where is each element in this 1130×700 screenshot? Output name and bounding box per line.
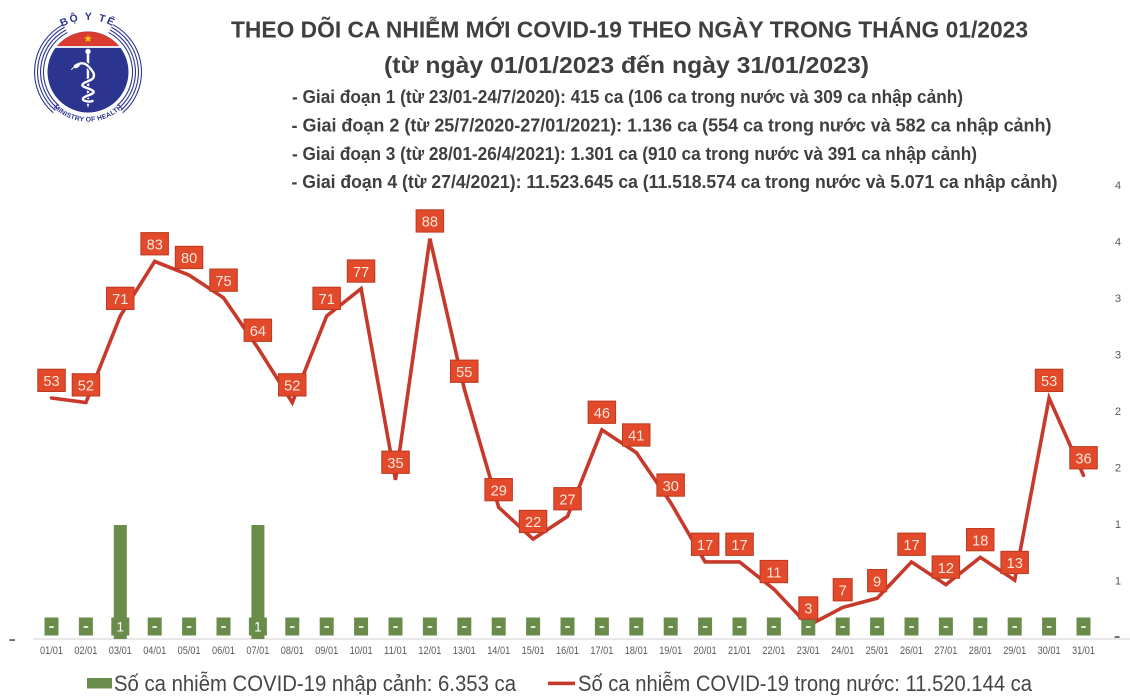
svg-text:1: 1: [254, 619, 262, 634]
svg-text:35: 35: [387, 456, 403, 472]
svg-text:3: 3: [1115, 293, 1121, 305]
svg-text:55: 55: [456, 365, 472, 381]
svg-text:77: 77: [353, 265, 369, 281]
svg-text:19/01: 19/01: [659, 645, 682, 657]
svg-text:22: 22: [525, 515, 541, 531]
svg-text:53: 53: [43, 374, 59, 390]
svg-text:15/01: 15/01: [522, 645, 545, 657]
svg-text:36: 36: [1075, 452, 1091, 468]
svg-text:18: 18: [972, 533, 988, 549]
svg-text:12: 12: [938, 561, 954, 577]
svg-text:30/01: 30/01: [1038, 645, 1061, 657]
svg-text:52: 52: [284, 379, 300, 395]
svg-text:02/01: 02/01: [74, 645, 97, 657]
svg-text:Số ca nhiễm COVID-19 trong nướ: Số ca nhiễm COVID-19 trong nước: 11.520.…: [578, 671, 1033, 695]
svg-text:25/01: 25/01: [866, 645, 889, 657]
svg-text:06/01: 06/01: [212, 645, 235, 657]
svg-text:64: 64: [250, 324, 266, 340]
svg-text:24/01: 24/01: [831, 645, 854, 657]
svg-text:9: 9: [873, 574, 881, 590]
svg-text:05/01: 05/01: [178, 645, 201, 657]
svg-text:3: 3: [804, 602, 812, 618]
svg-text:13: 13: [1007, 556, 1023, 572]
svg-text:3: 3: [1115, 350, 1121, 362]
svg-text:46: 46: [594, 406, 610, 422]
svg-text:03/01: 03/01: [109, 645, 132, 657]
svg-text:7: 7: [839, 584, 847, 600]
svg-text:1: 1: [117, 619, 125, 634]
svg-text:10/01: 10/01: [350, 645, 373, 657]
svg-text:21/01: 21/01: [728, 645, 751, 657]
svg-text:29: 29: [491, 483, 507, 499]
svg-text:1: 1: [1115, 519, 1121, 531]
svg-text:22/01: 22/01: [762, 645, 785, 657]
svg-text:11/01: 11/01: [384, 645, 407, 657]
svg-text:29/01: 29/01: [1003, 645, 1026, 657]
svg-text:4: 4: [1115, 237, 1121, 249]
svg-text:80: 80: [181, 251, 197, 267]
svg-text:01/01: 01/01: [40, 645, 63, 657]
svg-text:18/01: 18/01: [625, 645, 648, 657]
svg-text:30: 30: [663, 479, 679, 495]
svg-text:26/01: 26/01: [900, 645, 923, 657]
svg-text:08/01: 08/01: [281, 645, 304, 657]
svg-text:16/01: 16/01: [556, 645, 579, 657]
svg-text:31/01: 31/01: [1072, 645, 1095, 657]
svg-text:Số ca nhiễm COVID-19 nhập cảnh: Số ca nhiễm COVID-19 nhập cảnh: 6.353 ca: [114, 671, 517, 695]
svg-text:2: 2: [1115, 463, 1121, 475]
svg-text:4: 4: [1115, 180, 1121, 192]
svg-text:23/01: 23/01: [797, 645, 820, 657]
svg-text:52: 52: [78, 379, 94, 395]
svg-text:17: 17: [903, 538, 919, 554]
svg-text:17: 17: [731, 538, 747, 554]
svg-text:17/01: 17/01: [590, 645, 613, 657]
svg-text:17: 17: [697, 538, 713, 554]
svg-text:09/01: 09/01: [315, 645, 338, 657]
svg-text:28/01: 28/01: [969, 645, 992, 657]
svg-text:27/01: 27/01: [934, 645, 957, 657]
svg-text:71: 71: [319, 292, 335, 308]
svg-text:88: 88: [422, 215, 438, 231]
svg-text:- Giai đoạn 1 (từ 23/01-24/7/2: - Giai đoạn 1 (từ 23/01-24/7/2020): 415 …: [292, 87, 963, 107]
svg-text:71: 71: [112, 292, 128, 308]
svg-text:- Giai đoạn 4 (từ 27/4/2021):: - Giai đoạn 4 (từ 27/4/2021): 11.523.645…: [292, 172, 1058, 192]
svg-text:1: 1: [1115, 576, 1121, 588]
svg-text:75: 75: [215, 274, 231, 290]
svg-text:53: 53: [1041, 374, 1057, 390]
svg-text:27: 27: [559, 493, 575, 509]
svg-text:11: 11: [766, 565, 781, 581]
svg-text:14/01: 14/01: [487, 645, 510, 657]
svg-text:12/01: 12/01: [418, 645, 441, 657]
svg-text:20/01: 20/01: [694, 645, 717, 657]
svg-text:- Giai đoạn 3 (từ 28/01-26/4/2: - Giai đoạn 3 (từ 28/01-26/4/2021): 1.30…: [292, 144, 977, 164]
svg-text:THEO DÕI CA NHIỄM MỚI COVID-19: THEO DÕI CA NHIỄM MỚI COVID-19 THEO NGÀY…: [231, 15, 1028, 43]
svg-text:BỘ Y TẾ: BỘ Y TẾ: [58, 11, 118, 30]
svg-text:(từ ngày 01/01/2023 đến ngày 3: (từ ngày 01/01/2023 đến ngày 31/01/2023): [384, 52, 869, 78]
svg-text:41: 41: [628, 429, 644, 445]
svg-text:07/01: 07/01: [246, 645, 269, 657]
svg-text:2: 2: [1115, 406, 1121, 418]
svg-text:13/01: 13/01: [453, 645, 476, 657]
svg-text:04/01: 04/01: [143, 645, 166, 657]
svg-text:83: 83: [147, 238, 163, 254]
svg-text:- Giai đoạn 2 (từ 25/7/2020-27: - Giai đoạn 2 (từ 25/7/2020-27/01/2021):…: [292, 116, 1052, 136]
